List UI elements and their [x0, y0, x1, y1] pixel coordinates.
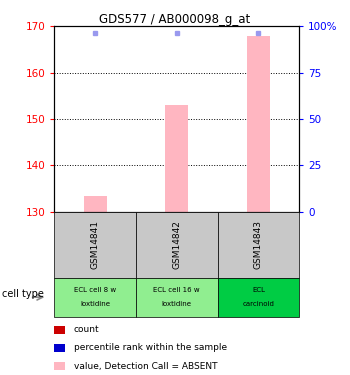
Text: GDS577 / AB000098_g_at: GDS577 / AB000098_g_at: [99, 13, 251, 26]
Text: carcinoid: carcinoid: [243, 301, 274, 307]
Text: percentile rank within the sample: percentile rank within the sample: [74, 344, 227, 352]
Text: ECL: ECL: [252, 287, 265, 293]
Text: cell type: cell type: [2, 289, 44, 299]
Text: GSM14843: GSM14843: [254, 220, 263, 269]
Text: loxtidine: loxtidine: [80, 301, 110, 307]
Text: ECL cell 16 w: ECL cell 16 w: [153, 287, 200, 293]
Text: GSM14841: GSM14841: [91, 220, 100, 269]
Text: GSM14842: GSM14842: [172, 220, 181, 269]
Text: ECL cell 8 w: ECL cell 8 w: [74, 287, 116, 293]
Bar: [84, 196, 106, 212]
Text: loxtidine: loxtidine: [162, 301, 192, 307]
Bar: [247, 36, 270, 212]
Text: count: count: [74, 326, 99, 334]
Bar: [165, 105, 188, 212]
Text: value, Detection Call = ABSENT: value, Detection Call = ABSENT: [74, 362, 217, 370]
